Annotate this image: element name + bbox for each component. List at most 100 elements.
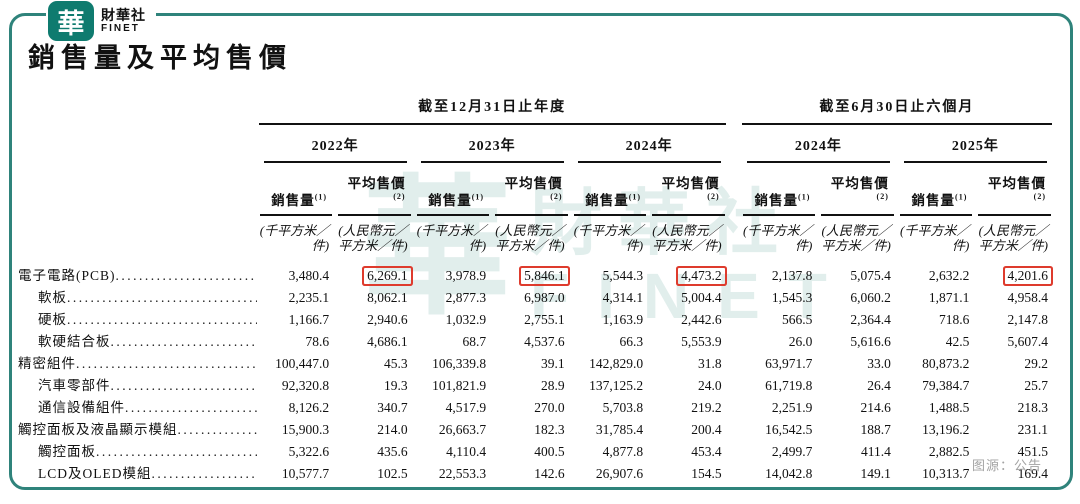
value-cell: 6,269.1 — [335, 262, 414, 284]
value-cell: 340.7 — [335, 394, 414, 416]
value-cell: 3,480.4 — [257, 262, 336, 284]
column-gap — [728, 350, 740, 372]
value: 142.6 — [534, 465, 565, 481]
column-gap — [728, 438, 740, 460]
footnote-ref: (2) — [1033, 192, 1046, 201]
price-unit: (人民幣元／ 平方米／件) — [495, 222, 565, 253]
value: 42.5 — [945, 333, 970, 349]
value: 1,032.9 — [445, 311, 487, 327]
value: 29.2 — [1024, 355, 1048, 371]
value: 411.4 — [860, 443, 891, 459]
value-cell: 2,499.7 — [740, 438, 819, 460]
value-cell: 16,542.5 — [740, 416, 819, 438]
value-cell: 188.7 — [818, 416, 897, 438]
value: 5,553.9 — [681, 333, 722, 349]
finet-logo-zh: 財華社 — [101, 7, 146, 23]
table-row: 電子電路(PCB) 3,480.4 6,269.1 3,978.9 5,846.1 5,5… — [18, 262, 1054, 284]
value: 270.0 — [534, 399, 565, 415]
column-gap — [728, 284, 740, 306]
value-cell: 31,785.4 — [571, 416, 650, 438]
highlighted-value: 4,473.2 — [678, 268, 725, 284]
highlighted-value: 5,846.1 — [521, 268, 568, 284]
leader-dots — [67, 290, 257, 306]
value: 26,907.6 — [595, 465, 644, 481]
volume-unit: (千平方米／ 件) — [259, 222, 330, 253]
leader-dots — [76, 356, 257, 372]
value-cell: 142.6 — [492, 460, 571, 482]
value: 26,663.7 — [438, 421, 487, 437]
value: 39.1 — [540, 355, 565, 371]
value: 231.1 — [1017, 421, 1048, 437]
value-cell: 182.3 — [492, 416, 571, 438]
value-cell: 1,871.1 — [897, 284, 976, 306]
leader-dots — [96, 444, 257, 460]
value-cell: 231.1 — [975, 416, 1054, 438]
corner-cell — [18, 163, 257, 216]
finet-logo-en: FINET — [101, 23, 140, 34]
table-body: 電子電路(PCB) 3,480.4 6,269.1 3,978.9 5,846.1 5,5… — [18, 262, 1054, 482]
value: 340.7 — [377, 399, 408, 415]
value-cell: 4,314.1 — [571, 284, 650, 306]
row-label: 精密組件 — [18, 350, 257, 372]
value-cell: 3,978.9 — [414, 262, 493, 284]
price-header: 平均售價(2) — [975, 163, 1054, 216]
value: 28.9 — [540, 377, 565, 393]
value: 5,004.4 — [681, 289, 722, 305]
value-cell: 39.1 — [492, 350, 571, 372]
volume-unit: (千平方米／ 件) — [573, 222, 644, 253]
value-cell: 68.7 — [414, 328, 493, 350]
value: 8,126.2 — [288, 399, 330, 415]
value-cell: 1,488.5 — [897, 394, 976, 416]
value-cell: 2,940.6 — [335, 306, 414, 328]
value-cell: 26.0 — [740, 328, 819, 350]
corner-cell — [18, 96, 257, 125]
value-cell: 2,147.8 — [975, 306, 1054, 328]
value-cell: 200.4 — [649, 416, 728, 438]
value: 5,703.8 — [602, 399, 644, 415]
value-cell: 6,060.2 — [818, 284, 897, 306]
value-cell: 22,553.3 — [414, 460, 493, 482]
value-cell: 4,537.6 — [492, 328, 571, 350]
units-header-row: (千平方米／ 件) (人民幣元／ 平方米／件) (千平方米／ 件) (人民幣元／ 平方米… — [18, 216, 1054, 262]
value-cell: 2,137.8 — [740, 262, 819, 284]
row-label-text: LCD及OLED模組 — [38, 465, 152, 481]
value-cell: 2,235.1 — [257, 284, 336, 306]
price-header: 平均售價(2) — [818, 163, 897, 216]
volume-unit: (千平方米／ 件) — [900, 222, 970, 253]
column-gap — [728, 216, 740, 262]
leader-dots — [116, 268, 257, 284]
value-cell: 5,322.6 — [257, 438, 336, 460]
value-cell: 4,958.4 — [975, 284, 1054, 306]
value: 66.3 — [619, 333, 644, 349]
value: 218.3 — [1017, 399, 1048, 415]
value: 5,616.6 — [850, 333, 891, 349]
volume-header: 銷售量(1) — [740, 163, 819, 216]
value: 2,364.4 — [850, 311, 891, 327]
value: 33.0 — [867, 355, 891, 371]
year-header-2025-interim: 2025年 — [897, 125, 1054, 163]
value: 22,553.3 — [438, 465, 487, 481]
value-cell: 66.3 — [571, 328, 650, 350]
value: 5,322.6 — [288, 443, 330, 459]
value: 31,785.4 — [595, 421, 644, 437]
table-row: 硬板 1,166.7 2,940.6 1,032.9 2,755.1 1,163.9 2,4… — [18, 306, 1054, 328]
value-cell: 4,686.1 — [335, 328, 414, 350]
value-cell: 42.5 — [897, 328, 976, 350]
value-cell: 4,473.2 — [649, 262, 728, 284]
price-unit: (人民幣元／ 平方米／件) — [821, 222, 891, 253]
value: 451.5 — [1017, 443, 1048, 459]
value: 2,882.5 — [928, 443, 970, 459]
value-cell: 25.7 — [975, 372, 1054, 394]
value: 102.5 — [377, 465, 408, 481]
column-gap — [728, 125, 740, 163]
value: 219.2 — [691, 399, 722, 415]
value: 453.4 — [691, 443, 722, 459]
value: 137,125.2 — [589, 377, 644, 393]
table-row: 軟硬結合板 78.6 4,686.1 68.7 4,537.6 66.3 5,553.9 26… — [18, 328, 1054, 350]
value: 1,166.7 — [288, 311, 330, 327]
year-header-2023: 2023年 — [414, 125, 571, 163]
value-cell: 29.2 — [975, 350, 1054, 372]
value-cell: 142,829.0 — [571, 350, 650, 372]
value: 8,062.1 — [367, 289, 408, 305]
value-cell: 5,544.3 — [571, 262, 650, 284]
